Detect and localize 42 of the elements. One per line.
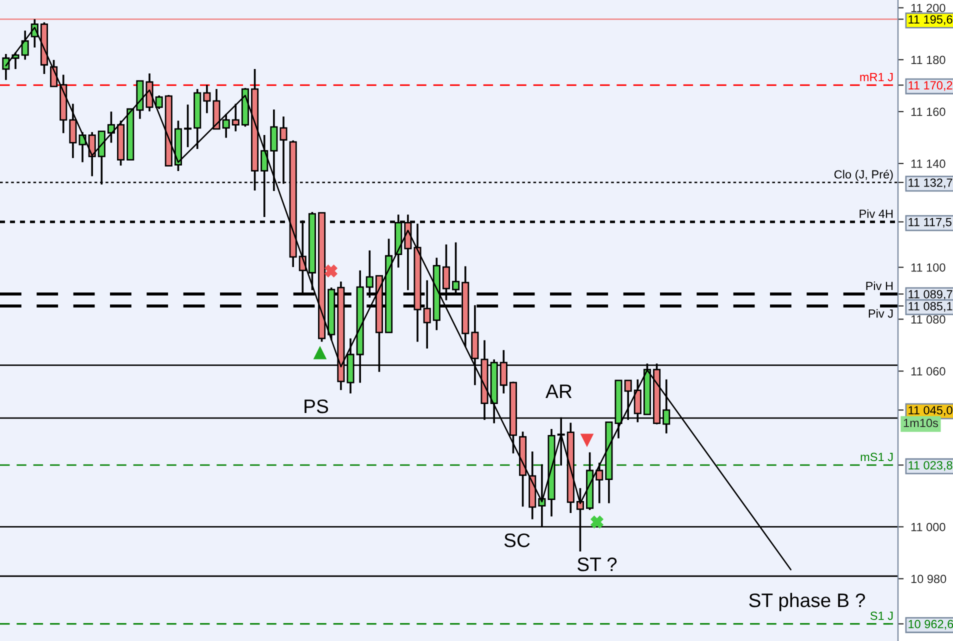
y2-tick-label: 10 962,6 bbox=[908, 620, 953, 630]
text: 1m10s bbox=[904, 418, 938, 428]
y2-tick-label: 11 170,2 bbox=[908, 81, 952, 91]
y2-tick-label: 11 085,1 bbox=[908, 302, 952, 312]
y-tick-label: 11 060 bbox=[911, 367, 946, 376]
candlestick bbox=[184, 104, 192, 148]
y2-tick-label: 11 195,6 bbox=[908, 15, 952, 25]
annotation: ST phase B ? bbox=[749, 592, 866, 612]
candlestick bbox=[203, 84, 211, 114]
ref-line-label: Clo (J, Pré) bbox=[834, 170, 893, 181]
y2-tick-label: 11 045,0 bbox=[908, 406, 952, 416]
y-tick-label: 11 140 bbox=[911, 160, 946, 168]
ref-line-label: mR1 J bbox=[860, 72, 893, 82]
candlestick bbox=[107, 110, 115, 144]
ref-line-label: mS1 J bbox=[860, 452, 893, 462]
y-tick-label: 11 000 bbox=[911, 522, 946, 532]
y-tick-label: 11 180 bbox=[911, 56, 946, 64]
y-tick-label: 11 200 bbox=[911, 4, 946, 12]
annotation: AR bbox=[546, 384, 572, 398]
annotation: ST ? bbox=[578, 557, 617, 572]
y-tick-label: 10 980 bbox=[911, 574, 946, 584]
y-tick-label: 11 100 bbox=[911, 263, 946, 272]
candlestick bbox=[12, 52, 20, 70]
candlestick bbox=[21, 30, 29, 61]
candlestick bbox=[78, 131, 86, 164]
y2-tick-label: 11 132,7 bbox=[908, 178, 952, 188]
candlestick bbox=[155, 94, 163, 110]
y-tick-label: 11 160 bbox=[911, 108, 946, 116]
ref-line-label: Piv 4H bbox=[860, 209, 893, 218]
ref-line-label: S1 J bbox=[870, 612, 893, 620]
ref-line-label: Piv H bbox=[866, 281, 893, 290]
annotation: PS bbox=[304, 399, 328, 414]
y2-tick-label: 11 023,8 bbox=[908, 461, 952, 471]
candlestick bbox=[222, 113, 230, 139]
annotation: SC bbox=[504, 533, 530, 548]
candlestick bbox=[596, 462, 604, 504]
y-tick-label: 11 080 bbox=[911, 315, 946, 324]
candlestick bbox=[69, 102, 77, 159]
y2-tick-label: 11 089,7 bbox=[908, 290, 952, 300]
candlestick bbox=[232, 102, 240, 132]
y2-tick-label: 11 117,5 bbox=[908, 218, 952, 228]
ref-line-label: Piv J bbox=[868, 309, 893, 318]
